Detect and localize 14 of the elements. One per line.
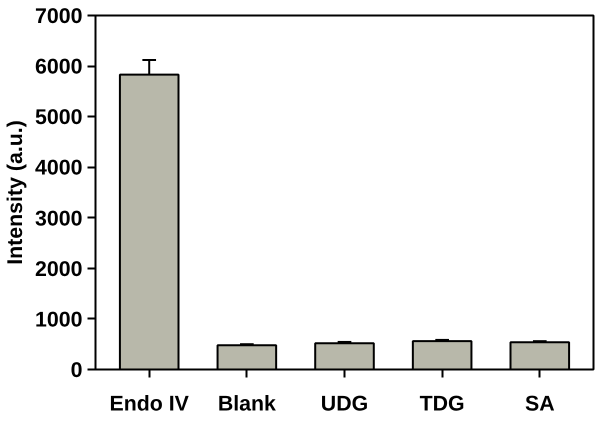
x-tick-label: Endo IV xyxy=(110,392,190,416)
y-tick-label: 5000 xyxy=(35,105,83,130)
y-tick-label: 2000 xyxy=(35,256,83,281)
y-tick-label: 0 xyxy=(70,358,83,382)
x-tick-label: SA xyxy=(524,392,555,416)
y-tick-label: 3000 xyxy=(35,206,83,230)
y-tick-label: 6000 xyxy=(35,54,83,79)
x-tick-label: TDG xyxy=(420,392,465,416)
y-tick-label: 4000 xyxy=(35,156,83,180)
x-tick-label: UDG xyxy=(320,392,368,416)
y-tick-label: 1000 xyxy=(35,307,83,332)
y-tick-label: 7000 xyxy=(35,4,83,28)
y-axis-title: Intensity (a.u.) xyxy=(3,120,28,265)
x-tick-label: Blank xyxy=(218,392,276,416)
